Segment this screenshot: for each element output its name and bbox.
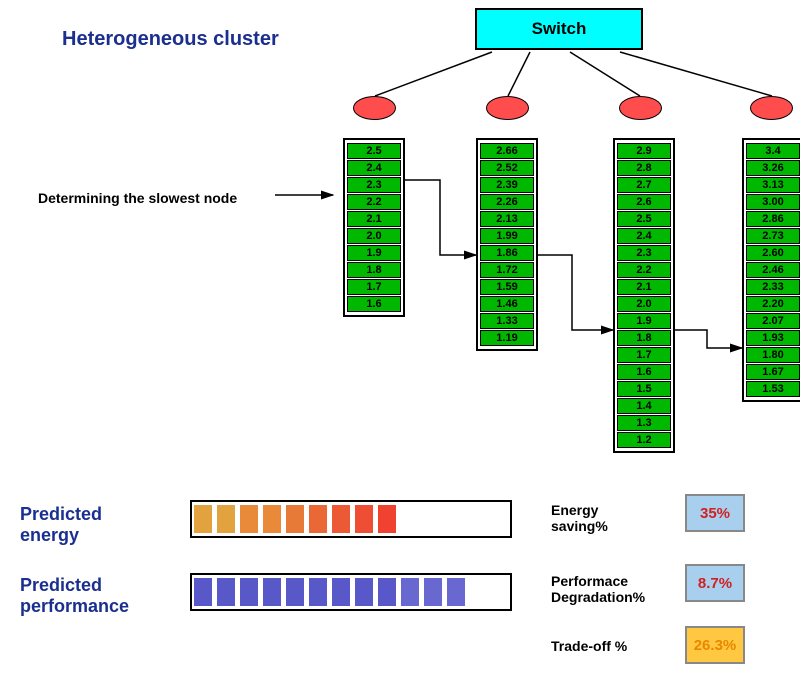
node-ellipse [750,96,793,120]
frequency-cell: 1.46 [480,296,534,312]
frequency-cell: 1.93 [746,330,800,346]
frequency-cell: 2.1 [347,211,401,227]
metric-label: Energysaving% [551,502,608,534]
performance-bar-segment [286,578,304,606]
frequency-cell: 2.07 [746,313,800,329]
frequency-cell: 1.6 [347,296,401,312]
frequency-cell: 2.9 [617,143,671,159]
frequency-cell: 2.5 [617,211,671,227]
frequency-cell: 1.67 [746,364,800,380]
node-ellipse [353,96,396,120]
predicted-performance-label: Predictedperformance [20,575,129,617]
performance-bar-segment [309,578,327,606]
energy-bar-segment [240,505,258,533]
frequency-cell: 2.39 [480,177,534,193]
frequency-cell: 1.99 [480,228,534,244]
frequency-cell: 2.8 [617,160,671,176]
switch-box: Switch [475,8,643,50]
frequency-cell: 1.53 [746,381,800,397]
frequency-cell: 1.3 [617,415,671,431]
frequency-cell: 1.7 [617,347,671,363]
frequency-column: 2.92.82.72.62.52.42.32.22.12.01.91.81.71… [613,138,675,453]
frequency-cell: 2.3 [347,177,401,193]
frequency-cell: 2.86 [746,211,800,227]
energy-bar-segment [263,505,281,533]
frequency-cell: 2.26 [480,194,534,210]
frequency-cell: 2.4 [617,228,671,244]
frequency-cell: 1.5 [617,381,671,397]
frequency-cell: 1.4 [617,398,671,414]
frequency-cell: 2.52 [480,160,534,176]
frequency-cell: 2.46 [746,262,800,278]
frequency-cell: 1.80 [746,347,800,363]
frequency-cell: 2.5 [347,143,401,159]
performance-bar-segment [217,578,235,606]
frequency-cell: 2.2 [617,262,671,278]
metric-value-box: 26.3% [685,626,745,664]
performance-bar-segment [355,578,373,606]
frequency-cell: 2.2 [347,194,401,210]
performance-bar-segment [401,578,419,606]
frequency-cell: 1.8 [347,262,401,278]
frequency-cell: 3.4 [746,143,800,159]
frequency-cell: 2.13 [480,211,534,227]
performance-bar-segment [378,578,396,606]
frequency-cell: 1.72 [480,262,534,278]
frequency-cell: 1.7 [347,279,401,295]
frequency-cell: 3.13 [746,177,800,193]
frequency-cell: 1.9 [347,245,401,261]
energy-bar-segment [332,505,350,533]
metric-value-box: 8.7% [685,564,745,602]
energy-bar-segment [194,505,212,533]
frequency-column: 2.662.522.392.262.131.991.861.721.591.46… [476,138,538,351]
metric-label: PerformaceDegradation% [551,573,645,605]
determining-label: Determining the slowest node [38,190,237,206]
performance-bar-segment [263,578,281,606]
predicted-performance-bar [190,573,512,611]
frequency-cell: 2.3 [617,245,671,261]
energy-bar-segment [378,505,396,533]
frequency-cell: 1.8 [617,330,671,346]
energy-bar-segment [217,505,235,533]
frequency-cell: 1.9 [617,313,671,329]
frequency-cell: 2.20 [746,296,800,312]
frequency-column: 2.52.42.32.22.12.01.91.81.71.6 [343,138,405,317]
predicted-energy-bar [190,500,512,538]
performance-bar-segment [447,578,465,606]
frequency-cell: 2.0 [617,296,671,312]
energy-bar-segment [286,505,304,533]
frequency-cell: 2.7 [617,177,671,193]
title: Heterogeneous cluster [62,28,279,51]
frequency-cell: 2.6 [617,194,671,210]
node-ellipse [619,96,662,120]
frequency-cell: 1.59 [480,279,534,295]
frequency-cell: 2.0 [347,228,401,244]
frequency-column: 3.43.263.133.002.862.732.602.462.332.202… [742,138,800,402]
frequency-cell: 1.6 [617,364,671,380]
node-ellipse [486,96,529,120]
metric-value-box: 35% [685,494,745,532]
frequency-cell: 2.66 [480,143,534,159]
frequency-cell: 2.33 [746,279,800,295]
energy-bar-segment [309,505,327,533]
performance-bar-segment [424,578,442,606]
frequency-cell: 2.73 [746,228,800,244]
frequency-cell: 1.19 [480,330,534,346]
frequency-cell: 2.4 [347,160,401,176]
predicted-energy-label: Predictedenergy [20,504,102,546]
frequency-cell: 1.33 [480,313,534,329]
performance-bar-segment [240,578,258,606]
performance-bar-segment [332,578,350,606]
frequency-cell: 2.60 [746,245,800,261]
frequency-cell: 3.26 [746,160,800,176]
frequency-cell: 3.00 [746,194,800,210]
frequency-cell: 2.1 [617,279,671,295]
energy-bar-segment [355,505,373,533]
frequency-cell: 1.86 [480,245,534,261]
metric-label: Trade-off % [551,638,627,654]
performance-bar-segment [194,578,212,606]
frequency-cell: 1.2 [617,432,671,448]
